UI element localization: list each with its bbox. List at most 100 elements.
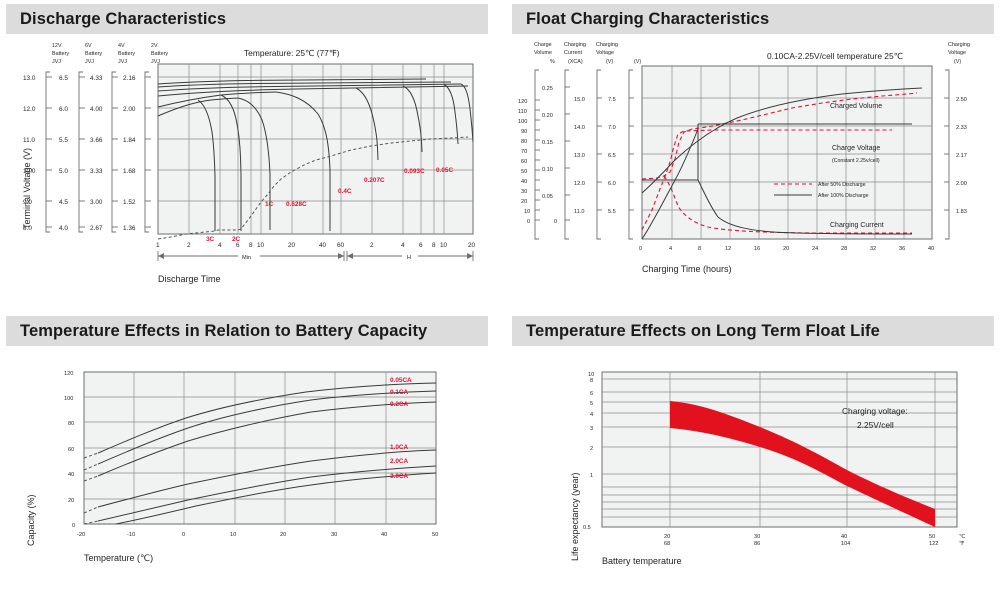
svg-text:10: 10 (257, 242, 265, 249)
svg-text:15.0: 15.0 (574, 97, 585, 103)
svg-text:6: 6 (419, 242, 423, 249)
svg-text:3.00: 3.00 (90, 199, 103, 206)
svg-text:7.0: 7.0 (608, 125, 616, 131)
svg-text:5.5: 5.5 (59, 137, 68, 144)
svg-text:2.33: 2.33 (956, 125, 967, 131)
float-scale-headers: Charge Volume % Charging Current (XCA) C… (534, 42, 970, 65)
svg-text:30: 30 (521, 189, 527, 195)
svg-text:40: 40 (319, 242, 327, 249)
float-legend-item-1: After 100% Discharge (818, 193, 869, 199)
discharge-y-axis-label: Terminal Voltage (V) (22, 148, 32, 229)
discharge-scale-headers: 12V Battery JVJ 6V Battery JVJ 4V Batter… (52, 43, 168, 65)
svg-text:2.0CA: 2.0CA (390, 458, 408, 465)
svg-text:Battery: Battery (118, 51, 135, 57)
svg-text:6: 6 (590, 391, 593, 397)
svg-text:5: 5 (590, 401, 593, 407)
svg-text:4: 4 (401, 242, 405, 249)
svg-text:%: % (550, 59, 555, 65)
svg-text:Voltage: Voltage (596, 50, 614, 56)
svg-text:4V: 4V (118, 43, 125, 49)
float-label-charging-current: Charging Current (830, 222, 884, 229)
svg-text:20: 20 (664, 534, 670, 540)
svg-text:10.0: 10.0 (23, 168, 36, 175)
svg-text:1.36: 1.36 (123, 225, 136, 232)
float-gridlines (642, 66, 932, 239)
panel-temp-capacity-title: Temperature Effects in Relation to Batte… (20, 321, 428, 340)
svg-text:4: 4 (218, 242, 222, 249)
panel-discharge-banner: Discharge Characteristics (6, 4, 488, 34)
float-scale2-ticks (565, 86, 570, 221)
float-x-axis-label: Charging Time (hours) (642, 264, 732, 274)
capacity-gridlines (84, 372, 436, 524)
svg-text:0.20: 0.20 (542, 113, 553, 119)
float-scale3-ticks (597, 97, 602, 211)
svg-text:(V): (V) (954, 59, 961, 65)
svg-text:2.50: 2.50 (956, 97, 967, 103)
svg-text:110: 110 (518, 109, 527, 115)
discharge-temp-annotation: Temperature: 25℃ (77℉) (244, 48, 340, 58)
svg-text:6: 6 (236, 242, 240, 249)
discharge-gridlines (158, 64, 473, 234)
svg-text:1.84: 1.84 (123, 137, 136, 144)
float-scale-charging-voltage: 15.0 14.0 13.0 12.0 11.0 (574, 97, 585, 215)
svg-text:10: 10 (588, 372, 594, 378)
svg-text:12: 12 (725, 246, 731, 252)
capacity-curve-extensions (83, 452, 116, 525)
svg-text:20: 20 (280, 532, 286, 538)
svg-text:8: 8 (698, 246, 701, 252)
svg-text:Battery: Battery (52, 51, 69, 57)
svg-text:6.0: 6.0 (59, 106, 68, 113)
svg-text:24: 24 (812, 246, 818, 252)
svg-text:90: 90 (521, 129, 527, 135)
panel-temp-float-life: Temperature Effects on Long Term Float L… (512, 316, 994, 596)
svg-text:6.5: 6.5 (608, 153, 616, 159)
float-life-band (670, 401, 935, 527)
svg-text:Charge: Charge (534, 42, 552, 48)
svg-text:4: 4 (590, 412, 593, 418)
float-life-y-axis-label: Life expectancy (year) (570, 472, 580, 561)
discharge-rate-labels: 3C 2C 1C 0.628C 0.4C 0.207C 0.093C 0.05C (206, 167, 453, 243)
float-right-ticks (944, 97, 949, 211)
svg-text:50: 50 (432, 532, 438, 538)
svg-text:-20: -20 (77, 532, 85, 538)
float-life-annotation-line2: 2.25V/cell (857, 420, 894, 430)
svg-text:JVJ: JVJ (118, 59, 127, 65)
svg-text:2V: 2V (151, 43, 158, 49)
svg-text:JVJ: JVJ (52, 59, 61, 65)
svg-text:0.05CA: 0.05CA (390, 377, 412, 384)
svg-text:40: 40 (841, 534, 847, 540)
svg-text:2.67: 2.67 (90, 225, 103, 232)
svg-text:2: 2 (187, 242, 191, 249)
float-x-ticks: 0 4 8 12 16 20 24 28 32 36 40 (639, 246, 934, 252)
svg-text:32: 32 (870, 246, 876, 252)
svg-text:50: 50 (521, 169, 527, 175)
svg-text:100: 100 (518, 119, 527, 125)
svg-text:0.4C: 0.4C (338, 188, 352, 195)
svg-text:10: 10 (440, 242, 448, 249)
float-curves-100pct (641, 87, 923, 240)
svg-text:16: 16 (754, 246, 760, 252)
svg-text:2: 2 (370, 242, 374, 249)
capacity-curves (97, 382, 437, 525)
float-scale-right: 2.50 2.33 2.17 2.00 1.83 (956, 97, 967, 215)
svg-text:100: 100 (64, 396, 73, 402)
svg-text:2.00: 2.00 (956, 181, 967, 187)
float-scale-charge-volume: 120 110 100 90 80 70 60 50 40 30 20 10 0 (518, 99, 530, 225)
svg-text:1.52: 1.52 (123, 199, 136, 206)
float-scale-charging-current: 0.25 0.20 0.15 0.10 0.05 0 (542, 86, 557, 225)
float-life-x-ticks: 20 68 30 86 40 104 50 122 ℃ ℉ (664, 533, 965, 547)
float-scale4-ticks (629, 97, 634, 211)
discharge-scale-bars (45, 71, 151, 233)
svg-text:40: 40 (68, 472, 74, 478)
svg-text:0: 0 (527, 219, 530, 225)
capacity-x-ticks: -20 -10 0 10 20 30 40 50 (77, 532, 438, 538)
svg-text:2.17: 2.17 (956, 153, 967, 159)
svg-text:14.0: 14.0 (574, 125, 585, 131)
svg-text:70: 70 (521, 149, 527, 155)
capacity-y-axis-label: Capacity (%) (26, 494, 36, 546)
svg-text:Charging: Charging (948, 42, 970, 48)
svg-text:20: 20 (288, 242, 296, 249)
svg-text:-10: -10 (127, 532, 135, 538)
svg-text:1: 1 (156, 242, 160, 249)
discharge-scale-ticks: 13.0 12.0 11.0 10.0 9.0 8.0 6.5 6.0 5.5 … (23, 75, 136, 232)
